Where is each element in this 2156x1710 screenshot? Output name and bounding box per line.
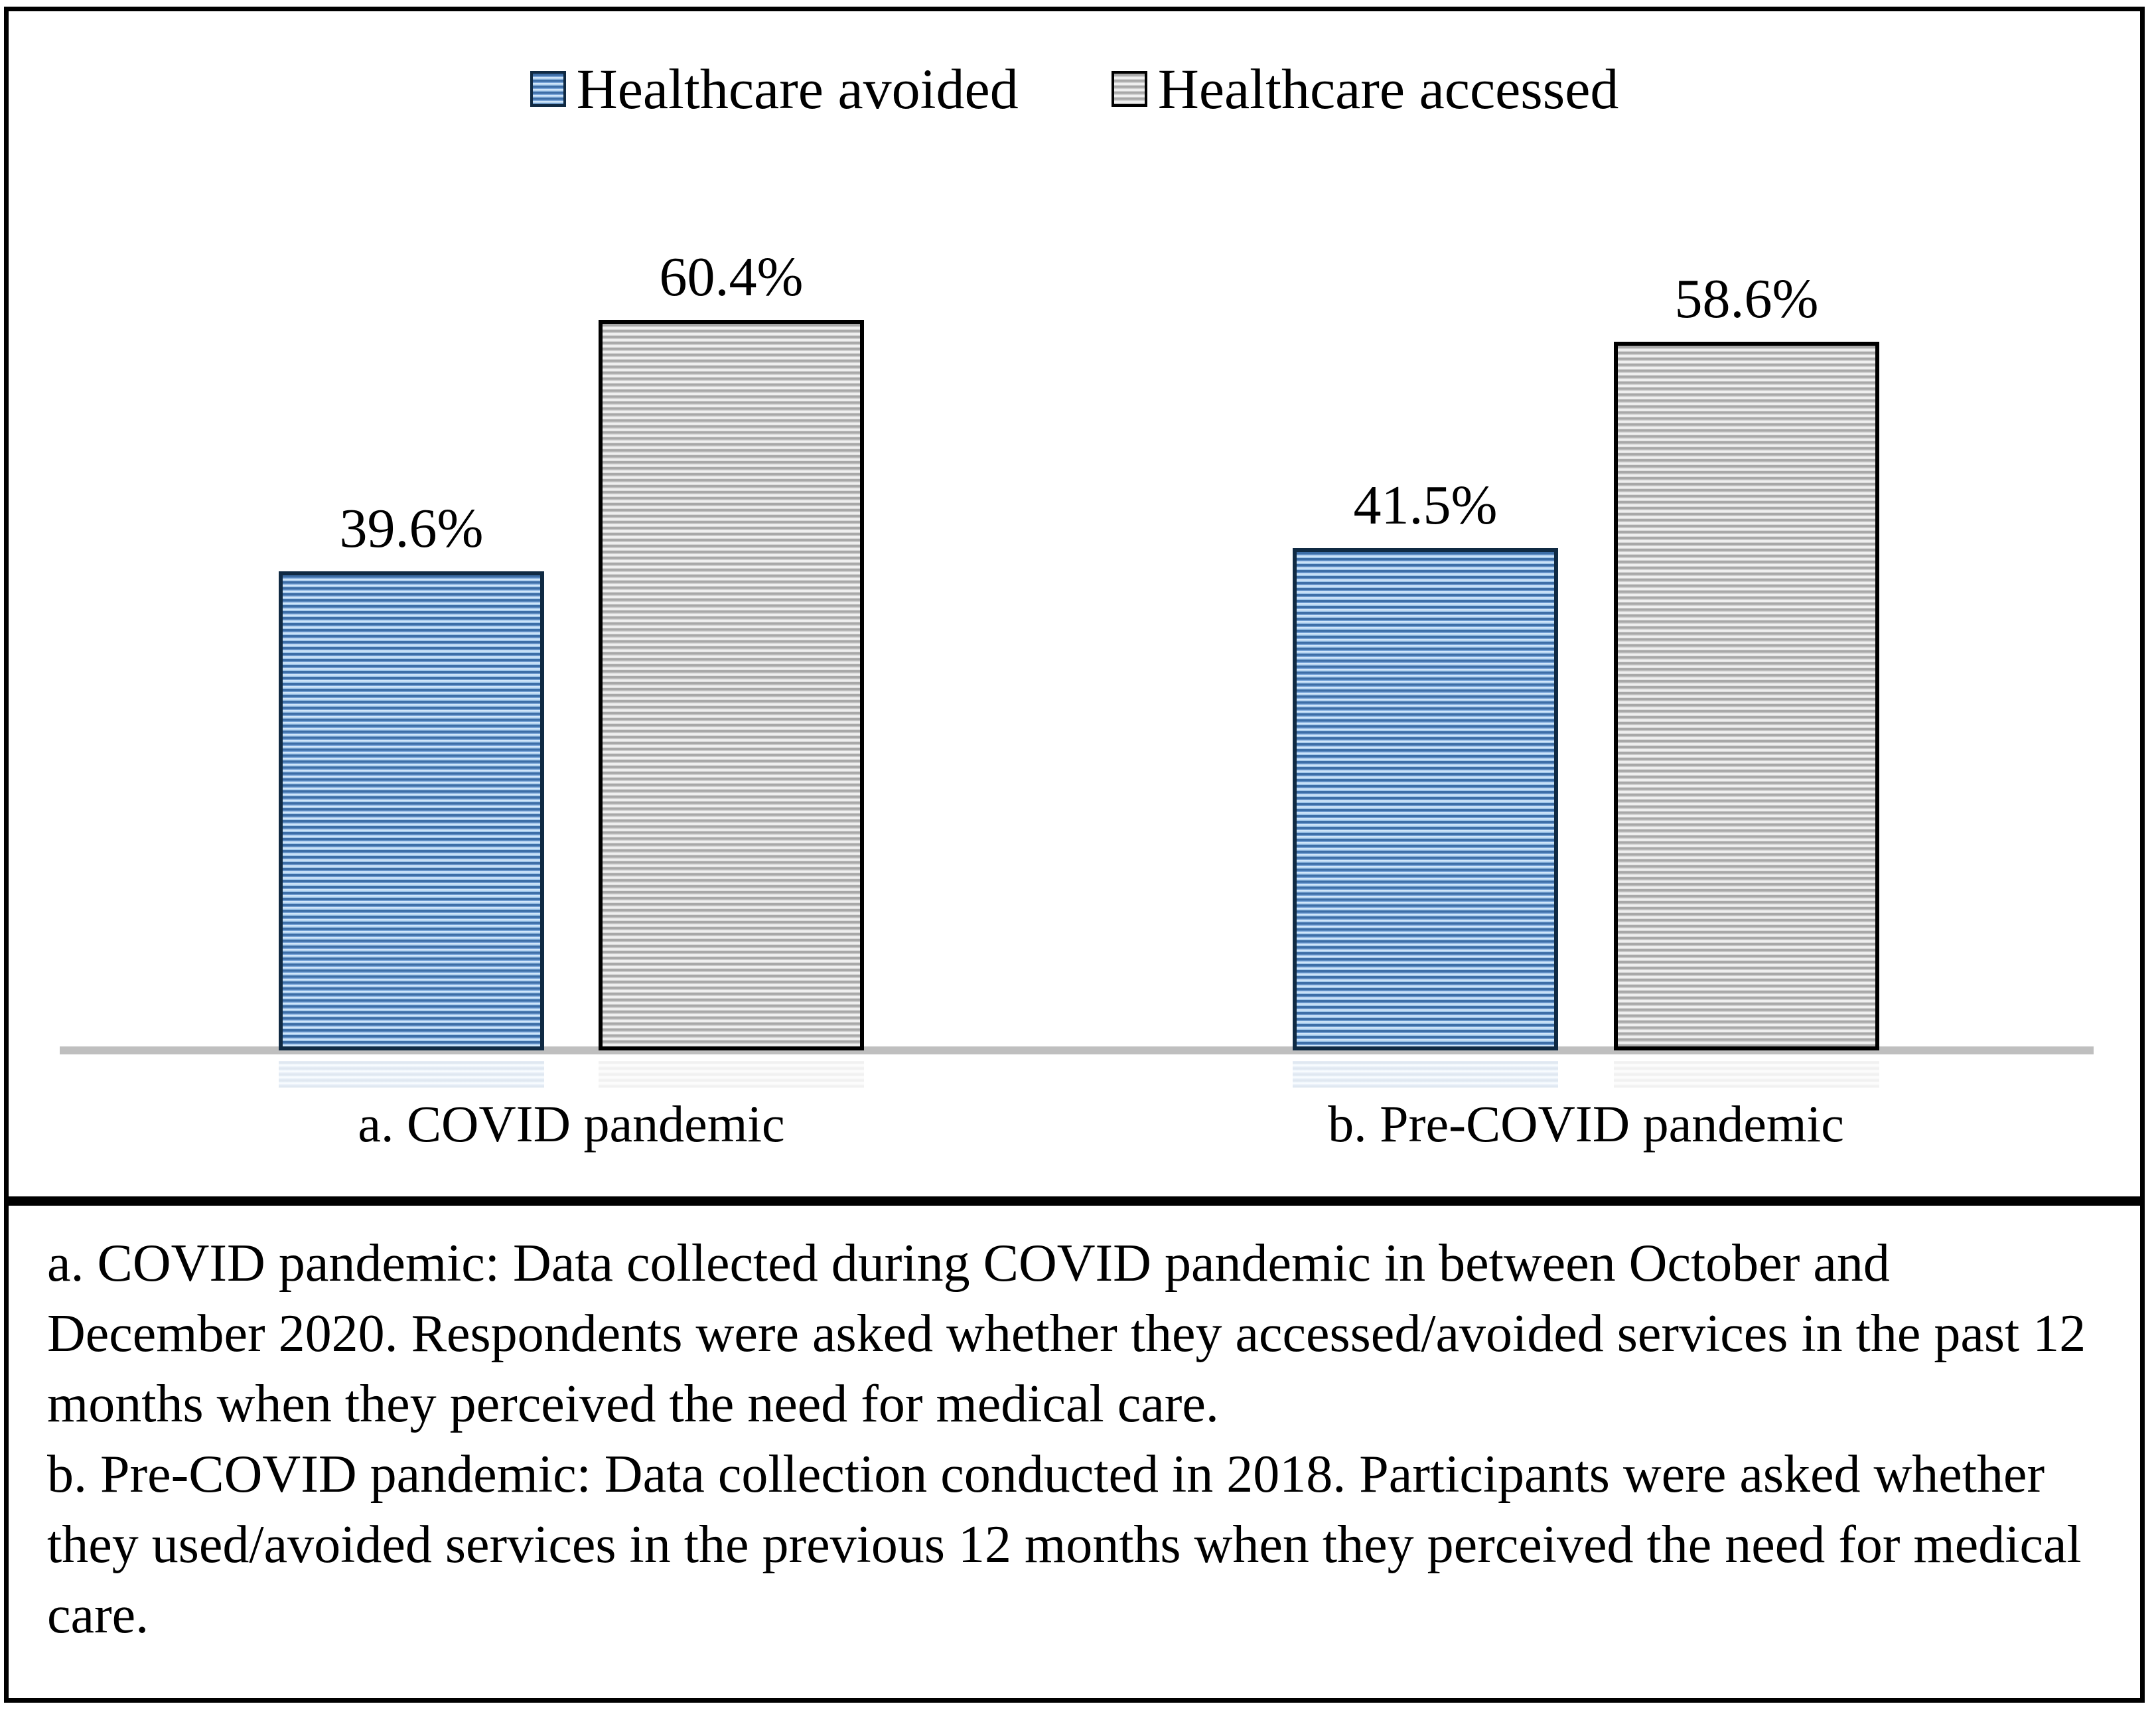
bar-cell-covid-avoided: 39.6% [279, 501, 544, 1050]
legend-item-avoided: Healthcare avoided [530, 60, 1019, 117]
value-label: 39.6% [339, 498, 484, 559]
bar-cell-precovid-avoided: 41.5% [1293, 478, 1558, 1050]
bar-covid-accessed [599, 320, 864, 1050]
x-axis-baseline [60, 1046, 2094, 1054]
legend-label-avoided: Healthcare avoided [576, 57, 1019, 121]
value-label: 41.5% [1353, 474, 1498, 536]
bar-covid-avoided [279, 571, 544, 1050]
legend: Healthcare avoided Healthcare accessed [9, 60, 2140, 117]
bar-precovid-accessed [1614, 342, 1879, 1050]
value-label: 60.4% [659, 246, 804, 308]
legend-swatch-accessed-icon [1111, 71, 1147, 107]
caption-panel: a. COVID pandemic: Data collected during… [4, 1201, 2145, 1703]
legend-swatch-avoided-icon [530, 71, 566, 107]
legend-item-accessed: Healthcare accessed [1111, 57, 1619, 121]
value-label: 58.6% [1674, 268, 1819, 330]
caption-paragraph-a: a. COVID pandemic: Data collected during… [47, 1234, 2086, 1433]
category-label-covid: a. COVID pandemic [358, 1095, 785, 1153]
bar-precovid-avoided [1293, 548, 1558, 1050]
caption-paragraph-b: b. Pre-COVID pandemic: Data collection c… [47, 1445, 2082, 1644]
category-label-precovid: b. Pre-COVID pandemic [1328, 1095, 1844, 1153]
legend-label-accessed: Healthcare accessed [1157, 57, 1619, 121]
bar-cell-precovid-accessed: 58.6% [1614, 271, 1879, 1050]
bar-cell-covid-accessed: 60.4% [599, 249, 864, 1050]
chart-panel: Healthcare avoided Healthcare accessed 3… [4, 7, 2145, 1201]
